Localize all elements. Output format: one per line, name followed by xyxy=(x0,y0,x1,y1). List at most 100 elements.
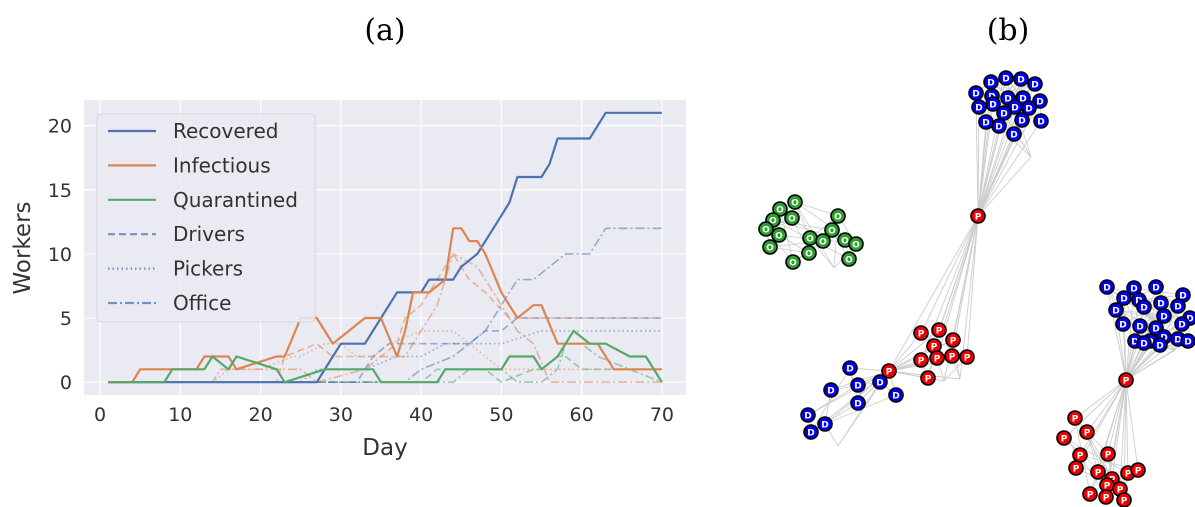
legend: Recovered Infectious Quarantined Drivers Pic… xyxy=(96,113,316,323)
network-edge xyxy=(810,367,851,433)
svg-text:P: P xyxy=(918,356,925,366)
svg-text:P: P xyxy=(936,326,943,336)
svg-text:D: D xyxy=(1160,333,1167,343)
network-node-picker: P xyxy=(1079,424,1095,440)
svg-text:D: D xyxy=(846,364,853,374)
svg-text:D: D xyxy=(1011,103,1018,113)
network-node-office: O xyxy=(802,230,818,246)
svg-text:P: P xyxy=(886,367,893,377)
network-node-driver: D xyxy=(1153,295,1169,311)
series-line-drivers-recovered xyxy=(108,317,662,383)
network-node-picker: P xyxy=(931,322,947,338)
network-node-picker: P xyxy=(944,348,960,364)
svg-text:P: P xyxy=(1121,496,1128,506)
svg-text:O: O xyxy=(805,249,813,259)
network-edge xyxy=(990,81,1041,102)
svg-text:O: O xyxy=(834,212,842,222)
x-tick-label: 30 xyxy=(329,404,353,426)
network-edge xyxy=(977,121,987,217)
network-node-driver: D xyxy=(1099,279,1115,295)
svg-text:D: D xyxy=(1179,291,1186,301)
network-edge xyxy=(1125,379,1129,474)
svg-text:D: D xyxy=(1136,322,1143,332)
svg-text:D: D xyxy=(1103,283,1110,293)
x-tick-label: 10 xyxy=(168,404,192,426)
svg-text:D: D xyxy=(1002,74,1009,84)
svg-text:D: D xyxy=(1120,294,1127,304)
network-edge xyxy=(966,215,979,358)
svg-text:P: P xyxy=(1105,450,1112,460)
svg-text:D: D xyxy=(1119,320,1126,330)
network-node-driver: D xyxy=(850,395,866,411)
svg-text:P: P xyxy=(1123,376,1130,386)
svg-text:P: P xyxy=(1061,434,1068,444)
svg-text:D: D xyxy=(1186,314,1193,324)
network-node-driver: D xyxy=(1152,337,1168,353)
svg-text:P: P xyxy=(949,352,956,362)
network-node-picker: P xyxy=(1118,372,1134,388)
network-edge xyxy=(1125,338,1179,381)
network-node-driver: D xyxy=(1132,318,1148,334)
series-line-recovered xyxy=(108,111,662,384)
network-node-picker: P xyxy=(913,352,929,368)
svg-text:O: O xyxy=(852,240,860,250)
network-edge xyxy=(1125,344,1161,381)
network-node-office: O xyxy=(801,245,817,261)
network-node-picker: P xyxy=(1068,460,1084,476)
y-tick-label: 5 xyxy=(60,308,72,330)
svg-text:P: P xyxy=(1103,493,1110,503)
series-line-drivers-infectious xyxy=(108,253,662,383)
svg-text:P: P xyxy=(931,342,938,352)
network-node-driver: D xyxy=(800,407,816,423)
network-node-office: O xyxy=(841,251,857,267)
network-node-driver: D xyxy=(968,85,984,101)
network-edge xyxy=(977,106,1016,217)
svg-text:D: D xyxy=(1017,75,1024,85)
network-node-driver: D xyxy=(978,114,994,130)
svg-text:O: O xyxy=(841,236,849,246)
svg-text:O: O xyxy=(791,198,799,208)
svg-text:D: D xyxy=(1140,303,1147,313)
network-node-driver: D xyxy=(1006,126,1022,142)
svg-text:D: D xyxy=(1130,284,1137,294)
network-node-driver: D xyxy=(985,96,1001,112)
network-node-picker: P xyxy=(1072,447,1088,463)
network-edge xyxy=(1107,379,1127,455)
network-edge xyxy=(888,329,940,372)
x-tick-label: 70 xyxy=(650,404,674,426)
network-node-driver: D xyxy=(991,118,1007,134)
network-node-driver: D xyxy=(996,105,1012,121)
y-tick-label: 0 xyxy=(60,372,72,394)
svg-text:O: O xyxy=(788,214,796,224)
network-node-picker: P xyxy=(1056,430,1072,446)
network-node-driver: D xyxy=(971,99,987,115)
legend-label: Office xyxy=(173,291,231,315)
network-diagram: DDDDDDDDDDDDDDDDDDDOOOOOOOOOOOOOOOOPPPPP… xyxy=(758,70,1195,507)
network-node-driver: D xyxy=(803,424,819,440)
x-tick-label: 50 xyxy=(489,404,513,426)
series-line-infectious xyxy=(108,227,662,384)
svg-text:D: D xyxy=(1031,80,1038,90)
x-tick-label: 0 xyxy=(94,404,106,426)
network-edge xyxy=(920,332,968,358)
svg-text:P: P xyxy=(1125,469,1132,479)
svg-text:P: P xyxy=(975,212,982,222)
svg-text:O: O xyxy=(775,231,783,241)
svg-text:O: O xyxy=(762,225,770,235)
network-node-driver: D xyxy=(1148,279,1164,295)
legend-label: Quarantined xyxy=(173,188,298,212)
svg-text:D: D xyxy=(1156,341,1163,351)
svg-text:D: D xyxy=(854,381,861,391)
series-line-office-recovered xyxy=(108,227,662,383)
x-tick-label: 60 xyxy=(570,404,594,426)
svg-text:O: O xyxy=(789,258,797,268)
legend-label: Pickers xyxy=(173,257,243,281)
network-node-picker: P xyxy=(881,363,897,379)
svg-text:P: P xyxy=(950,336,957,346)
svg-text:D: D xyxy=(1010,130,1017,140)
network-node-driver: D xyxy=(850,377,866,393)
x-tick-label: 40 xyxy=(409,404,433,426)
svg-text:D: D xyxy=(827,386,834,396)
panel-label-b: (b) xyxy=(987,13,1030,48)
